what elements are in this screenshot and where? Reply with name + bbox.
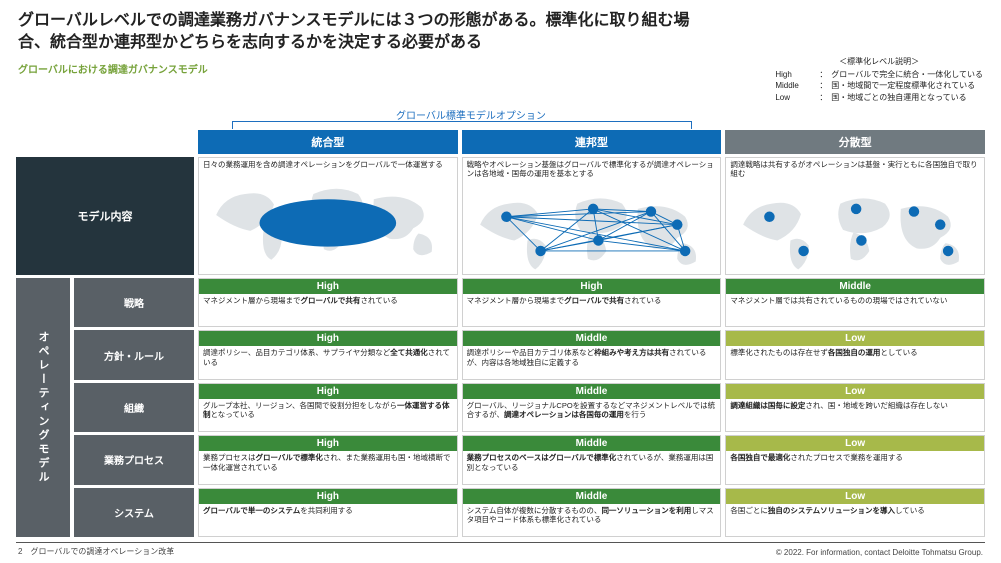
model-cell-distributed: 調達戦略は共有するがオペレーションは基盤・実行ともに各国独自で取り組む xyxy=(725,157,985,275)
rowlabel-model: モデル内容 xyxy=(16,157,194,275)
cell-federated-2: Middleグローバル、リージョナルCPOを設置するなどマネジメントレベルでは統… xyxy=(462,383,722,432)
legend-row: High： グローバルで完全に統合・一体化している xyxy=(775,69,983,80)
cell-federated-4: Middleシステム自体が複数に分散するものの、同一ソリューションを利用しマスタ… xyxy=(462,488,722,537)
column-header-integrated: 統合型 xyxy=(198,130,458,154)
rowlabel-1: 方針・ルール xyxy=(74,330,194,379)
legend-row: Low： 国・地域ごとの独自運用となっている xyxy=(775,92,983,103)
cell-distributed-2: Low調達組織は国毎に設定され、国・地域を跨いだ組織は存在しない xyxy=(725,383,985,432)
matrix-grid: 統合型連邦型分散型モデル内容日々の業務運用を含め調達オペレーションをグローバルで… xyxy=(16,130,985,537)
spacer xyxy=(16,130,194,154)
cell-distributed-4: Low各国ごとに独自のシステムソリューションを導入している xyxy=(725,488,985,537)
cell-distributed-0: Middleマネジメント層では共有されているものの現場ではされていない xyxy=(725,278,985,327)
cell-federated-1: Middle調達ポリシーや品目カテゴリ体系など枠組みや考え方は共有されているが、… xyxy=(462,330,722,379)
rowlabel-2: 組織 xyxy=(74,383,194,432)
rowlabel-0: 戦略 xyxy=(74,278,194,327)
legend-row: Middle： 国・地域間で一定程度標準化されている xyxy=(775,80,983,91)
cell-integrated-3: High業務プロセスはグローバルで標準化され、また業務運用も国・地域横断で一体化… xyxy=(198,435,458,484)
rowlabel-3: 業務プロセス xyxy=(74,435,194,484)
cell-integrated-1: High調達ポリシー、品目カテゴリ体系、サプライヤ分類など全て共通化されている xyxy=(198,330,458,379)
cell-integrated-4: Highグローバルで単一のシステムを共同利用する xyxy=(198,488,458,537)
model-cell-federated: 戦略やオペレーション基盤はグローバルで標準化するが調達オペレーションは各地域・国… xyxy=(462,157,722,275)
cell-federated-3: Middle業務プロセスのベースはグローバルで標準化されているが、業務運用は国別… xyxy=(462,435,722,484)
option-bracket xyxy=(232,121,692,129)
footer-right: © 2022. For information, contact Deloitt… xyxy=(776,548,983,557)
rowlabel-4: システム xyxy=(74,488,194,537)
vstrip-operating-model: オペレーティングモデル xyxy=(16,278,70,537)
column-header-distributed: 分散型 xyxy=(725,130,985,154)
legend-box: ＜標準化レベル説明＞ High： グローバルで完全に統合・一体化している Mid… xyxy=(775,56,983,103)
cell-distributed-3: Low各国独自で最適化されたプロセスで業務を運用する xyxy=(725,435,985,484)
column-header-federated: 連邦型 xyxy=(462,130,722,154)
cell-integrated-0: Highマネジメント層から現場までグローバルで共有されている xyxy=(198,278,458,327)
footer-rule xyxy=(16,542,985,543)
cell-federated-0: Highマネジメント層から現場までグローバルで共有されている xyxy=(462,278,722,327)
model-cell-integrated: 日々の業務運用を含め調達オペレーションをグローバルで一体運営する xyxy=(198,157,458,275)
option-label: グローバル標準モデルオプション xyxy=(396,107,546,122)
legend-title: ＜標準化レベル説明＞ xyxy=(775,56,983,67)
cell-distributed-1: Low標準化されたものは存在せず各国独自の運用としている xyxy=(725,330,985,379)
cell-integrated-2: Highグループ本社、リージョン、各国間で役割分担をしながら一体運営する体制とな… xyxy=(198,383,458,432)
footer-left: 2 グローバルでの調達オペレーション改革 xyxy=(18,546,174,557)
page-title: グローバルレベルでの調達業務ガバナンスモデルには３つの形態がある。標準化に取り組… xyxy=(0,0,1001,55)
